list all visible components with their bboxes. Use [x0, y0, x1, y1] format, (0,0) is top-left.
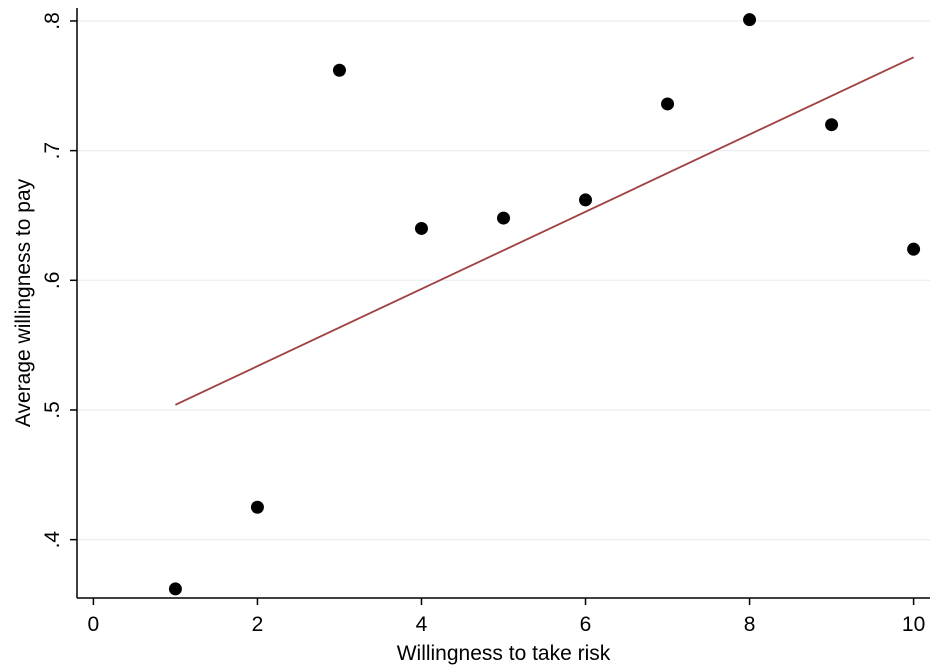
fit-line: [175, 56, 914, 406]
x-tick-label-4: 8: [744, 613, 756, 636]
scatter-point-2: [332, 63, 346, 77]
scatter-point-8: [825, 118, 839, 132]
axes: [76, 8, 930, 599]
x-tick-label-5: 10: [902, 613, 925, 636]
scatter-point-1: [250, 500, 264, 514]
y-tick-label-4: .8: [41, 12, 64, 30]
y-tick-label-0: .4: [41, 531, 64, 549]
x-axis-title: Willingness to take risk: [397, 642, 611, 665]
y-gridlines: [77, 20, 930, 541]
scatter-point-4: [497, 211, 510, 225]
y-tick-label-2: .6: [41, 272, 64, 290]
y-axis-title: Average willingness to pay: [12, 178, 35, 427]
data-points: [168, 13, 921, 596]
x-tick-label-0: 0: [88, 613, 100, 636]
scatter-point-6: [661, 97, 675, 111]
x-tick-label-3: 6: [580, 613, 592, 636]
y-tick-label-1: .5: [41, 401, 64, 419]
fit-line-group: [175, 56, 914, 406]
x-tick-label-1: 2: [252, 613, 264, 636]
x-axis-ticks: 0 2 4 6 8 10: [88, 598, 925, 636]
scatter-point-5: [579, 193, 593, 207]
scatter-point-3: [414, 221, 428, 235]
y-tick-label-3: .7: [41, 142, 64, 160]
scatter-point-0: [168, 582, 182, 596]
scatter-point-9: [907, 242, 921, 256]
y-axis-ticks: .4 .5 .6 .7 .8: [41, 12, 77, 548]
scatter-point-7: [743, 13, 757, 27]
x-tick-label-2: 4: [416, 613, 428, 636]
